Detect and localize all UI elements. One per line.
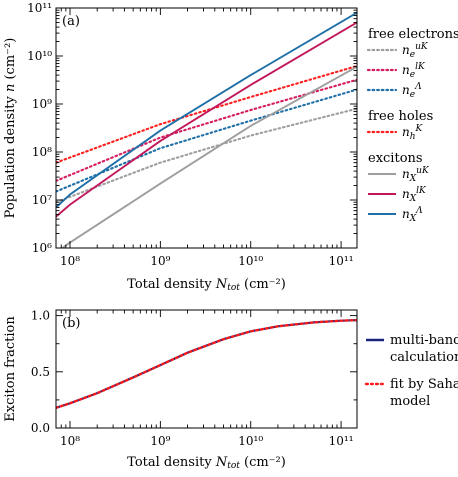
legend-item-label: neuK [402,42,429,60]
legend-item-label: nhK [402,124,424,142]
y-tick-label: 10⁸ [32,145,52,159]
legend-item-label: model [390,394,430,409]
legend-item-label: nXuK [402,166,430,184]
legend-item-label: nXlK [402,186,427,204]
legend-item-label: nelK [402,62,426,80]
series-line-nX [56,11,357,209]
x-tick-label: 10⁸ [60,434,80,448]
panel-label: (b) [62,316,80,331]
legend-item-label: fit by Saha [390,377,458,392]
y-tick-label: 1.0 [31,309,50,323]
y-tick-label: 10¹⁰ [27,49,52,63]
series-line-nXuK [60,65,357,248]
y-axis-label: Exciton fraction [3,316,18,422]
series-line [56,319,357,409]
y-tick-label: 0.0 [31,421,50,435]
series-line-nelK [56,78,357,182]
x-tick-label: 10¹⁰ [238,434,263,448]
x-tick-label: 10¹⁰ [238,254,263,268]
legend: multi-band calculation fit by Saha model [364,333,458,409]
legend-group-title: free electrons [368,27,458,42]
legend-group-title: free holes [368,109,433,124]
y-tick-label: 0.5 [31,365,50,379]
series-line-neuK [56,107,357,204]
x-tick-label: 10⁸ [60,254,80,268]
x-tick-label: 10¹¹ [329,254,354,268]
legend-item-label: nXΛ [402,206,423,224]
x-axis-label: Total density Ntot (cm⁻²) [127,277,286,293]
x-axis-label: Total density Ntot (cm⁻²) [127,455,286,471]
x-tick-label: 10⁹ [150,254,170,268]
plot-frame [55,309,358,429]
y-tick-label: 10⁷ [32,193,52,207]
y-tick-label: 10⁹ [32,97,52,111]
panel-label: (a) [62,14,80,29]
legend-item-label: calculation [390,350,458,365]
y-tick-label: 10⁶ [32,241,52,255]
series-line-nhK [56,64,357,164]
panel-a: 10⁶ 10⁷ 10⁸ 10⁹ 10¹⁰ 10¹¹ 10⁸ 10⁹ 10¹⁰ 10¹¹ (a) Tot… [3,1,458,293]
legend-group-title: excitons [368,151,423,166]
y-tick-label: 10¹¹ [27,1,52,15]
legend-item-label: multi-band [390,333,458,348]
series-group [56,318,357,409]
y-axis-label: Population density n (cm⁻²) [3,38,18,219]
x-tick-label: 10¹¹ [329,434,354,448]
panel-b: 0.0 0.5 1.0 10⁸ 10⁹ 10¹⁰ 10¹¹ (b) Total density … [3,309,458,472]
series-line [56,318,357,409]
series-line-nXlK [56,21,357,218]
x-tick-label: 10⁹ [150,434,170,448]
series-line-ne [56,88,357,193]
legend-item-label: neΛ [402,82,422,100]
series-group [56,11,357,248]
plot-frame [55,7,358,249]
